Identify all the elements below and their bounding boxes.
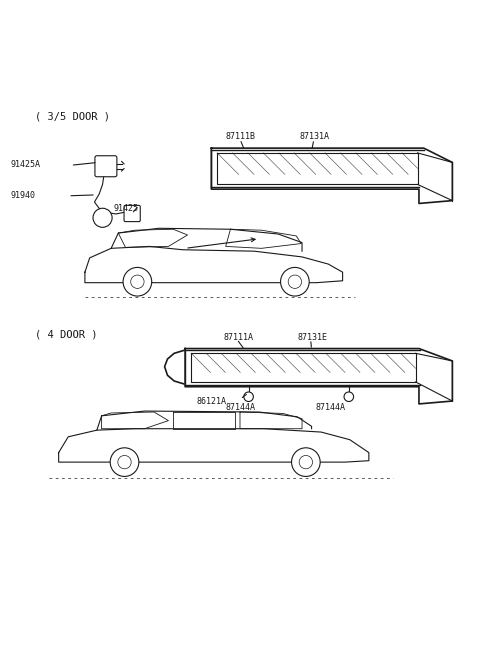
Text: 91425A: 91425A bbox=[11, 160, 41, 170]
Circle shape bbox=[123, 267, 152, 296]
Text: 87144A: 87144A bbox=[315, 403, 346, 412]
Circle shape bbox=[344, 392, 354, 401]
Text: 87111B: 87111B bbox=[226, 132, 256, 141]
Circle shape bbox=[118, 455, 131, 469]
Text: ( 4 DOOR ): ( 4 DOOR ) bbox=[35, 330, 97, 340]
Circle shape bbox=[244, 392, 253, 401]
Circle shape bbox=[110, 448, 139, 476]
Text: ( 3/5 DOOR ): ( 3/5 DOOR ) bbox=[35, 111, 110, 121]
Text: 87131A: 87131A bbox=[300, 132, 330, 141]
Circle shape bbox=[93, 208, 112, 227]
Text: 91425: 91425 bbox=[114, 204, 139, 213]
Text: 87131E: 87131E bbox=[297, 332, 327, 342]
Text: 91940: 91940 bbox=[11, 191, 36, 200]
Text: 87111A: 87111A bbox=[223, 332, 253, 342]
Circle shape bbox=[131, 275, 144, 288]
Text: 87144A: 87144A bbox=[226, 403, 256, 412]
Circle shape bbox=[288, 275, 301, 288]
Circle shape bbox=[291, 448, 320, 476]
FancyBboxPatch shape bbox=[95, 156, 117, 177]
FancyBboxPatch shape bbox=[124, 206, 140, 221]
Text: 86121A: 86121A bbox=[196, 397, 226, 405]
Circle shape bbox=[281, 267, 309, 296]
Circle shape bbox=[299, 455, 312, 469]
